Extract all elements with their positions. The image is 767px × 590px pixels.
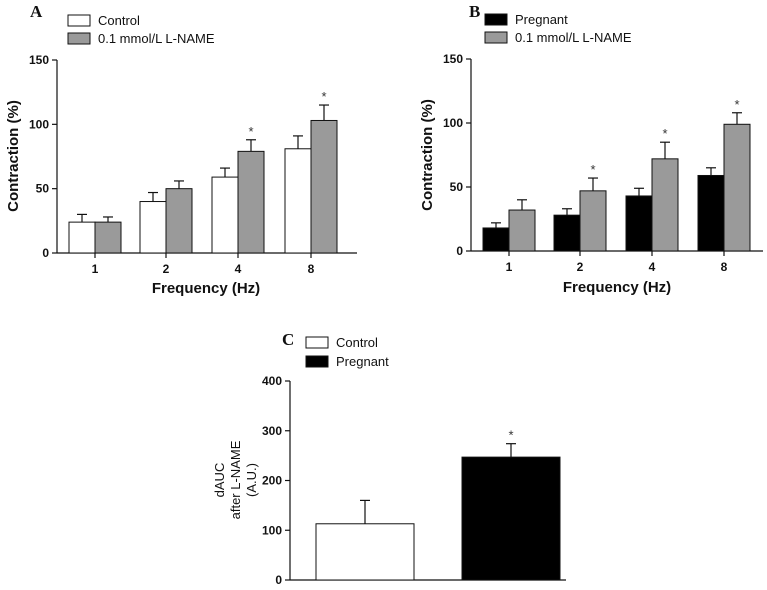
x-tick-label: 8 (721, 260, 728, 274)
y-axis-title: Contraction (%) (5, 100, 22, 212)
panel-label-b: B (469, 2, 480, 21)
y-tick-label: 100 (262, 523, 282, 537)
y-tick-label: 0 (42, 246, 49, 260)
y-axis-title-line: dAUC (212, 463, 227, 498)
legend-swatch (67, 32, 91, 45)
legend-label: Control (336, 335, 378, 350)
panel-label-c: C (282, 330, 294, 349)
bar (68, 221, 96, 254)
bar (482, 227, 510, 252)
legend-swatch (305, 355, 329, 368)
legend-label: 0.1 mmol/L L-NAME (98, 31, 215, 46)
significance-marker: * (321, 89, 326, 104)
bar (165, 188, 193, 254)
bar (697, 174, 725, 252)
legend-label: Pregnant (515, 12, 568, 27)
y-tick-label: 0 (275, 573, 282, 587)
y-tick-label: 150 (443, 52, 463, 66)
x-axis-title: Frequency (Hz) (152, 280, 260, 297)
bar (139, 201, 167, 254)
legend-swatch (484, 31, 508, 44)
y-axis-title-line: after L-NAME (228, 440, 243, 519)
legend-swatch (484, 13, 508, 26)
x-tick-label: 4 (649, 260, 656, 274)
bar (461, 456, 561, 581)
bar (723, 123, 751, 252)
x-tick-label: 8 (308, 262, 315, 276)
x-axis-title: Frequency (Hz) (563, 279, 671, 296)
y-tick-label: 200 (262, 474, 282, 488)
bar (310, 119, 338, 254)
significance-marker: * (662, 126, 667, 141)
legend-label: 0.1 mmol/L L-NAME (515, 30, 632, 45)
x-tick-label: 1 (506, 260, 513, 274)
legend-swatch (67, 14, 91, 27)
bar (284, 148, 312, 254)
x-tick-label: 2 (163, 262, 170, 276)
significance-marker: * (734, 97, 739, 112)
bar (579, 190, 607, 252)
bar (211, 176, 239, 254)
significance-marker: * (590, 162, 595, 177)
y-tick-label: 0 (456, 244, 463, 258)
legend-label: Control (98, 13, 140, 28)
bar (237, 150, 265, 254)
bar (553, 214, 581, 252)
x-tick-label: 1 (92, 262, 99, 276)
bar (315, 523, 415, 581)
legend-label: Pregnant (336, 354, 389, 369)
bar (625, 195, 653, 252)
y-tick-label: 100 (29, 117, 49, 131)
y-tick-label: 300 (262, 424, 282, 438)
y-tick-label: 400 (262, 374, 282, 388)
y-tick-label: 50 (36, 182, 50, 196)
bar (94, 221, 122, 254)
y-tick-label: 50 (450, 180, 464, 194)
significance-marker: * (248, 124, 253, 139)
x-tick-label: 2 (577, 260, 584, 274)
bar (508, 209, 536, 252)
y-tick-label: 100 (443, 116, 463, 130)
y-axis-title: Contraction (%) (419, 99, 436, 211)
significance-marker: * (508, 428, 513, 443)
y-tick-label: 150 (29, 53, 49, 67)
panel-label-a: A (30, 2, 43, 21)
legend-swatch (305, 336, 329, 349)
bar (651, 158, 679, 252)
x-tick-label: 4 (235, 262, 242, 276)
y-axis-title-line: (A.U.) (244, 463, 259, 497)
